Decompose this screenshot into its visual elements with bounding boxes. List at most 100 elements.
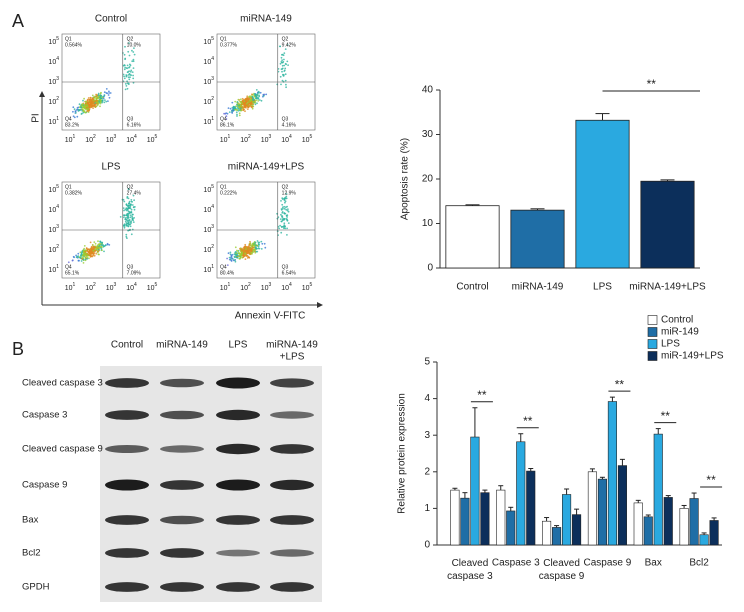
tick-exp: 5 (211, 184, 214, 190)
flow-dot (124, 218, 127, 221)
flow-dot (126, 87, 129, 90)
flow-dot (86, 254, 89, 256)
flow-dot (255, 89, 258, 91)
flow-dot (132, 58, 135, 61)
flow-dot (124, 88, 127, 91)
flow-y-tick: 104 (203, 204, 214, 214)
flow-dot (238, 112, 241, 115)
x-tick-line: Cleaved (543, 558, 580, 569)
tick-base: 10 (65, 285, 73, 292)
x-tick-line: Cleaved (452, 558, 489, 569)
flow-dot (103, 91, 106, 94)
flow-dot (287, 64, 289, 66)
flow-dot (263, 93, 266, 96)
tick-base: 10 (48, 99, 56, 106)
tick-base: 10 (203, 119, 211, 126)
flow-dot (105, 88, 108, 90)
flow-dot (127, 76, 130, 79)
quadrant-percent: 9.42% (282, 42, 297, 48)
quadrant-label: Q3 (127, 264, 134, 270)
flow-dot (86, 98, 89, 101)
flow-x-tick: 101 (220, 134, 231, 144)
flow-dot (245, 102, 248, 105)
flow-dot (132, 51, 135, 53)
flow-dot (228, 256, 231, 259)
blot-band (105, 410, 149, 420)
tick-base: 10 (302, 285, 310, 292)
flow-dot (236, 101, 239, 103)
flow-y-tick: 101 (203, 116, 214, 126)
tick-exp: 3 (56, 224, 59, 230)
flow-dot (279, 62, 282, 65)
flow-dot (255, 99, 258, 101)
flow-dot (234, 100, 237, 103)
flow-dot (94, 105, 97, 108)
flow-dot (225, 112, 228, 114)
flow-dot (230, 255, 233, 258)
bar (542, 520, 552, 546)
bar (496, 489, 506, 546)
flow-y-tick: 103 (203, 224, 214, 234)
blot-band (105, 479, 149, 491)
flow-dot (104, 99, 106, 101)
flow-dot (285, 195, 288, 198)
flow-dot (97, 240, 99, 243)
flow-dot (77, 259, 80, 262)
bar (679, 508, 689, 546)
flow-dot (87, 101, 90, 104)
blot-row-label: Bax (22, 515, 39, 526)
flow-x-tick: 103 (261, 282, 272, 292)
flow-x-tick: 104 (281, 282, 292, 292)
significance-label: ** (706, 473, 716, 487)
flow-dot (280, 231, 283, 234)
flow-dot (245, 248, 247, 251)
flow-dot (281, 206, 284, 209)
flow-dot (281, 198, 284, 201)
flow-dot (246, 95, 249, 98)
legend-label: miR-149 (661, 327, 699, 338)
flow-dot (238, 114, 241, 117)
flow-dot (122, 73, 125, 76)
flow-dot (93, 96, 96, 99)
flow-y-tick: 105 (203, 36, 214, 46)
quadrant-percent: 4.16% (282, 122, 297, 128)
flow-dot (241, 97, 244, 100)
flow-dot (75, 256, 78, 259)
blot-column-label: miRNA-149 (156, 340, 208, 351)
blot-row-label: Cleaved caspase 9 (22, 444, 103, 455)
flow-x-tick: 105 (147, 282, 158, 292)
flow-dot (123, 68, 126, 71)
tick-exp: 2 (248, 282, 251, 288)
flow-dot (244, 245, 246, 248)
flow-dot (125, 74, 128, 77)
flow-dot (246, 252, 249, 255)
flow-dot (127, 206, 130, 209)
flow-y-tick: 101 (48, 264, 59, 274)
flow-dot (257, 100, 260, 102)
tick-exp: 4 (134, 282, 137, 288)
flow-dot (100, 91, 102, 94)
quadrant-percent: 10.0% (127, 42, 142, 48)
blot-row-label: Caspase 9 (22, 480, 67, 491)
flow-y-tick: 101 (203, 264, 214, 274)
flow-dot (90, 97, 92, 99)
flow-dot (129, 216, 132, 219)
flow-dot (246, 255, 249, 258)
bar (470, 436, 480, 546)
significance-label: ** (647, 77, 657, 91)
flow-dot (278, 227, 280, 230)
flow-dot (251, 96, 254, 98)
quadrant-percent: 80.4% (220, 270, 235, 276)
flow-dot (93, 241, 96, 244)
x-tick-label: Cleaved caspase 3 (447, 558, 493, 582)
flow-dot (251, 245, 253, 248)
blot-band (105, 515, 149, 525)
flow-dot (94, 246, 97, 249)
flow-dot (281, 64, 284, 67)
flow-dot (100, 245, 103, 248)
flow-dot (239, 247, 242, 250)
flow-dot (232, 259, 235, 262)
flow-dot (255, 97, 258, 100)
tick-exp: 5 (56, 36, 59, 42)
legend-swatch (647, 327, 658, 337)
